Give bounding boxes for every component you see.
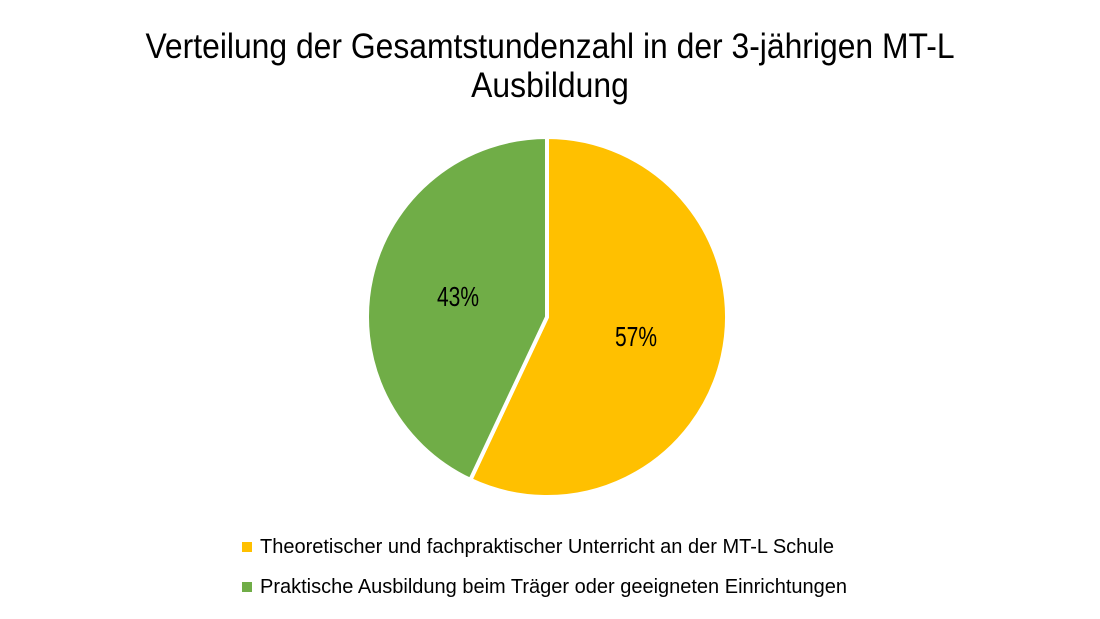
- legend-item-praktische-ausbildung: Praktische Ausbildung beim Träger oder g…: [242, 576, 847, 598]
- legend-item-theoretischer-unterricht: Theoretischer und fachpraktischer Unterr…: [242, 536, 847, 558]
- legend-label-praktische-ausbildung: Praktische Ausbildung beim Träger oder g…: [260, 576, 848, 598]
- legend-marker-praktische-ausbildung-icon: [242, 582, 252, 592]
- pie-slice-2: [365, 135, 549, 482]
- legend-marker-theoretischer-unterricht-icon: [242, 542, 252, 552]
- pie-slice-label-praktische-ausbildung: 43%: [436, 281, 480, 312]
- chart-title: Verteilung der Gesamtstundenzahl in der …: [145, 27, 955, 105]
- legend-label-theoretischer-unterricht: Theoretischer und fachpraktischer Unterr…: [260, 536, 834, 558]
- pie-slice-1: [468, 135, 729, 499]
- legend: Theoretischer und fachpraktischer Unterr…: [242, 536, 847, 598]
- pie-slice-label-theoretischer-unterricht: 57%: [614, 321, 658, 352]
